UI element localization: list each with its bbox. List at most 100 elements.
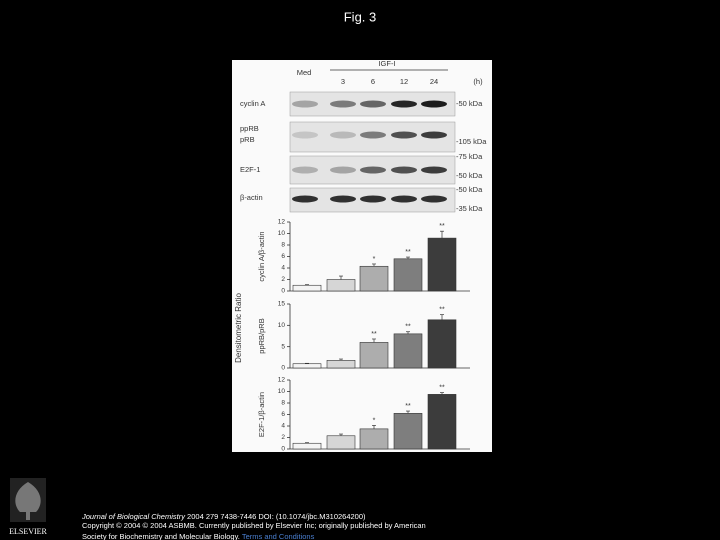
marker-label: -35 kDa bbox=[456, 204, 483, 213]
band bbox=[292, 166, 318, 174]
y-axis-label: ppRB/pRB bbox=[257, 318, 266, 353]
y-tick-label: 0 bbox=[281, 446, 285, 453]
y-tick-label: 10 bbox=[278, 230, 286, 237]
band bbox=[330, 195, 356, 203]
row-label: pRB bbox=[240, 135, 255, 144]
y-tick-label: 15 bbox=[278, 301, 286, 308]
y-tick-label: 6 bbox=[281, 411, 285, 418]
error-bar bbox=[305, 284, 309, 286]
lane-label: 24 bbox=[430, 77, 438, 86]
band bbox=[292, 131, 318, 139]
bar bbox=[326, 360, 356, 369]
error-bar bbox=[406, 256, 410, 259]
marker-label: -50 kDa bbox=[456, 99, 483, 108]
y-tick-label: 0 bbox=[281, 365, 285, 372]
band bbox=[391, 195, 417, 203]
band bbox=[292, 100, 318, 108]
blot: IGF-I Med (h) 3 6 12 24 cyclin A ppRB pRB E2F-1… bbox=[240, 59, 487, 213]
row-label: β-actin bbox=[240, 193, 263, 202]
copyright-2: Society for Biochemistry and Molecular B… bbox=[82, 532, 315, 540]
band bbox=[421, 131, 447, 139]
band bbox=[421, 195, 447, 203]
marker-label: -50 kDa bbox=[456, 171, 483, 180]
row-label: ppRB bbox=[240, 124, 259, 133]
y-tick-label: 10 bbox=[278, 388, 286, 395]
band bbox=[421, 100, 447, 108]
y-tick-label: 2 bbox=[281, 434, 285, 441]
error-bar bbox=[406, 410, 410, 414]
marker-label: -105 kDa bbox=[456, 137, 487, 146]
lane-label: 12 bbox=[400, 77, 408, 86]
band bbox=[421, 166, 447, 174]
bar bbox=[292, 442, 322, 450]
treatment-label: IGF-I bbox=[378, 59, 395, 68]
error-bar bbox=[372, 338, 376, 343]
lane-label: 6 bbox=[371, 77, 375, 86]
error-bar bbox=[440, 314, 444, 320]
error-bar bbox=[339, 275, 343, 280]
y-tick-label: 8 bbox=[281, 400, 285, 407]
y-tick-label: 12 bbox=[278, 377, 286, 384]
shared-y-label: Densitometric Ratio bbox=[234, 293, 243, 363]
y-tick-label: 5 bbox=[281, 343, 285, 350]
journal: Journal of Biological Chemistry bbox=[81, 512, 186, 521]
band bbox=[360, 131, 386, 139]
row-label: cyclin A bbox=[240, 99, 265, 108]
y-tick-label: 2 bbox=[281, 276, 285, 283]
bar bbox=[326, 435, 356, 450]
y-tick-label: 4 bbox=[281, 265, 285, 272]
publisher-logo: ELSEVIER bbox=[9, 478, 48, 536]
bar bbox=[292, 363, 322, 369]
bar bbox=[292, 284, 322, 292]
citation-text: 2004 279 7438-7446 DOI: (10.1074/jbc.M31… bbox=[185, 512, 366, 521]
significance: ** bbox=[405, 403, 411, 410]
y-tick-label: 8 bbox=[281, 242, 285, 249]
y-axis-label: E2F-1/β-actin bbox=[257, 392, 266, 437]
copyright-text: Society for Biochemistry and Molecular B… bbox=[82, 532, 240, 540]
band bbox=[391, 100, 417, 108]
error-bar bbox=[406, 331, 410, 334]
slide-title: Fig. 3 bbox=[344, 9, 377, 24]
bar bbox=[359, 428, 389, 450]
copyright: Copyright © 2004 © 2004 ASBMB. Currently… bbox=[82, 521, 426, 530]
error-bar bbox=[440, 392, 444, 395]
marker-label: -75 kDa bbox=[456, 152, 483, 161]
significance: ** bbox=[439, 307, 445, 314]
lane-label: 3 bbox=[341, 77, 345, 86]
marker-label: -50 kDa bbox=[456, 185, 483, 194]
significance: ** bbox=[371, 331, 377, 338]
band bbox=[391, 131, 417, 139]
y-tick-label: 0 bbox=[281, 288, 285, 295]
error-bar bbox=[339, 433, 343, 436]
bar bbox=[427, 237, 457, 292]
band bbox=[360, 195, 386, 203]
y-tick-label: 10 bbox=[278, 322, 286, 329]
bar bbox=[427, 394, 457, 450]
error-bar bbox=[339, 358, 343, 361]
band bbox=[330, 100, 356, 108]
y-tick-label: 12 bbox=[278, 219, 286, 226]
bar bbox=[359, 342, 389, 369]
unit-label: (h) bbox=[473, 77, 483, 86]
significance: * bbox=[373, 417, 376, 424]
bar bbox=[393, 258, 423, 292]
significance: ** bbox=[405, 249, 411, 256]
bar bbox=[427, 319, 457, 369]
band bbox=[330, 131, 356, 139]
terms-link[interactable]: Terms and Conditions bbox=[242, 532, 315, 540]
error-bar bbox=[305, 442, 309, 444]
significance: ** bbox=[439, 223, 445, 230]
publisher: ELSEVIER bbox=[9, 527, 47, 536]
y-tick-label: 6 bbox=[281, 253, 285, 260]
control-label: Med bbox=[297, 68, 312, 77]
bar bbox=[326, 279, 356, 292]
row-label: E2F-1 bbox=[240, 165, 260, 174]
band bbox=[292, 195, 318, 203]
bar bbox=[359, 265, 389, 292]
band bbox=[360, 166, 386, 174]
error-bar bbox=[440, 230, 444, 239]
error-bar bbox=[372, 425, 376, 429]
bar bbox=[393, 413, 423, 450]
y-tick-label: 4 bbox=[281, 423, 285, 430]
